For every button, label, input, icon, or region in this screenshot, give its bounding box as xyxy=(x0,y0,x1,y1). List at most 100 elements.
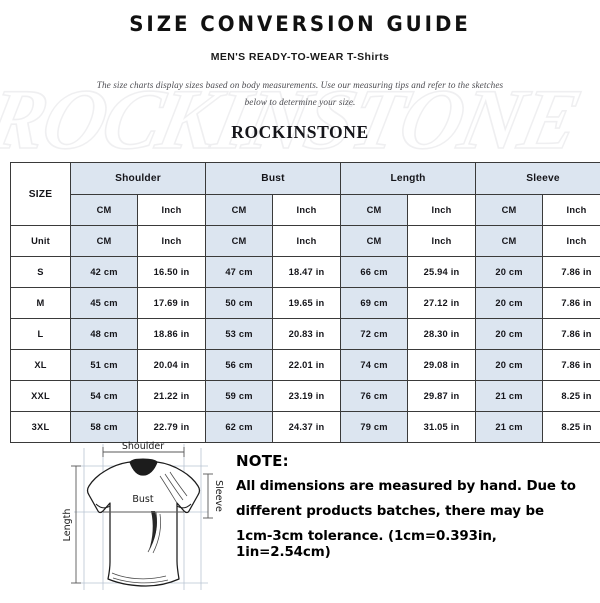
cell-value: 20.83 in xyxy=(273,319,341,350)
cell-value: 72 cm xyxy=(341,319,408,350)
cell-value: 22.79 in xyxy=(138,412,206,443)
unit-cell-bust-inch: Inch xyxy=(273,226,341,257)
cell-value: 79 cm xyxy=(341,412,408,443)
cell-value: 22.01 in xyxy=(273,350,341,381)
tshirt-outline xyxy=(88,462,200,586)
note-block: NOTE: All dimensions are measured by han… xyxy=(236,452,592,570)
sleeve-measure-line xyxy=(203,474,213,518)
cell-value: 7.86 in xyxy=(543,257,600,288)
note-line: All dimensions are measured by hand. Due… xyxy=(236,479,592,495)
cell-value: 51 cm xyxy=(71,350,138,381)
cell-value: 20 cm xyxy=(476,350,543,381)
unit-header-bust-cm: CM xyxy=(206,195,273,226)
cell-size-3xl: 3XL xyxy=(11,412,71,443)
cell-value: 66 cm xyxy=(341,257,408,288)
table-group-header-row: SIZE Shoulder Bust Length Sleeve xyxy=(11,163,600,195)
cell-value: 28.30 in xyxy=(408,319,476,350)
cell-value: 47 cm xyxy=(206,257,273,288)
note-body: All dimensions are measured by hand. Due… xyxy=(236,479,592,561)
cell-value: 59 cm xyxy=(206,381,273,412)
cell-value: 27.12 in xyxy=(408,288,476,319)
diagram-label-bust: Bust xyxy=(132,494,153,505)
unit-cell-shoulder-inch: Inch xyxy=(138,226,206,257)
cell-value: 76 cm xyxy=(341,381,408,412)
cell-value: 54 cm xyxy=(71,381,138,412)
cell-value: 20 cm xyxy=(476,319,543,350)
cell-value: 17.69 in xyxy=(138,288,206,319)
table-unit-label-row: Unit CM Inch CM Inch CM Inch CM Inch xyxy=(11,226,600,257)
unit-cell-length-inch: Inch xyxy=(408,226,476,257)
unit-cell-length-cm: CM xyxy=(341,226,408,257)
column-group-bust: Bust xyxy=(206,163,341,195)
diagram-label-shoulder: Shoulder xyxy=(122,441,164,452)
unit-header-shoulder-cm: CM xyxy=(71,195,138,226)
cell-value: 29.87 in xyxy=(408,381,476,412)
cell-value: 31.05 in xyxy=(408,412,476,443)
cell-value: 8.25 in xyxy=(543,412,600,443)
page-title: SIZE CONVERSION GUIDE xyxy=(24,0,576,37)
note-line: 1cm-3cm tolerance. (1cm=0.393in, 1in=2.5… xyxy=(236,529,592,561)
cell-value: 21.22 in xyxy=(138,381,206,412)
cell-value: 7.86 in xyxy=(543,288,600,319)
unit-cell-sleeve-inch: Inch xyxy=(543,226,600,257)
cell-size-m: M xyxy=(11,288,71,319)
cell-size-xxl: XXL xyxy=(11,381,71,412)
cell-value: 8.25 in xyxy=(543,381,600,412)
unit-header-length-cm: CM xyxy=(341,195,408,226)
brand-name: ROCKINSTONE xyxy=(0,111,600,143)
cell-value: 45 cm xyxy=(71,288,138,319)
cell-value: 48 cm xyxy=(71,319,138,350)
cell-value: 24.37 in xyxy=(273,412,341,443)
note-line: different products batches, there may be xyxy=(236,504,592,520)
size-conversion-table: SIZE Shoulder Bust Length Sleeve CM Inch… xyxy=(10,162,600,443)
note-title: NOTE: xyxy=(236,452,592,470)
cell-size-s: S xyxy=(11,257,71,288)
table-head: SIZE Shoulder Bust Length Sleeve CM Inch… xyxy=(11,163,600,257)
cell-size-l: L xyxy=(11,319,71,350)
diagram-label-length: Length xyxy=(62,509,73,542)
unit-header-sleeve-inch: Inch xyxy=(543,195,600,226)
unit-header-bust-inch: Inch xyxy=(273,195,341,226)
cell-size-xl: XL xyxy=(11,350,71,381)
cell-value: 69 cm xyxy=(341,288,408,319)
cell-value: 21 cm xyxy=(476,381,543,412)
column-group-sleeve: Sleeve xyxy=(476,163,600,195)
bottom-section: Shoulder Length Sleeve xyxy=(0,440,600,600)
column-group-length: Length xyxy=(341,163,476,195)
unit-header-length-inch: Inch xyxy=(408,195,476,226)
unit-header-sleeve-cm: CM xyxy=(476,195,543,226)
cell-value: 19.65 in xyxy=(273,288,341,319)
unit-header-shoulder-inch: Inch xyxy=(138,195,206,226)
cell-value: 18.47 in xyxy=(273,257,341,288)
table-unit-header-row: CM Inch CM Inch CM Inch CM Inch xyxy=(11,195,600,226)
cell-value: 7.86 in xyxy=(543,350,600,381)
diagram-label-sleeve: Sleeve xyxy=(213,480,224,512)
unit-cell-sleeve-cm: CM xyxy=(476,226,543,257)
document-header: SIZE CONVERSION GUIDE MEN'S READY-TO-WEA… xyxy=(0,0,600,143)
column-group-shoulder: Shoulder xyxy=(71,163,206,195)
page-subtitle: MEN'S READY-TO-WEAR T-Shirts xyxy=(0,37,600,63)
cell-value: 50 cm xyxy=(206,288,273,319)
cell-value: 25.94 in xyxy=(408,257,476,288)
cell-value: 62 cm xyxy=(206,412,273,443)
cell-value: 7.86 in xyxy=(543,319,600,350)
cell-value: 58 cm xyxy=(71,412,138,443)
cell-value: 23.19 in xyxy=(273,381,341,412)
cell-value: 18.86 in xyxy=(138,319,206,350)
column-header-size: SIZE xyxy=(11,163,71,226)
tshirt-measurement-diagram: Shoulder Length Sleeve xyxy=(56,440,231,598)
cell-value: 56 cm xyxy=(206,350,273,381)
unit-cell-shoulder-cm: CM xyxy=(71,226,138,257)
cell-value: 20 cm xyxy=(476,288,543,319)
cell-value: 21 cm xyxy=(476,412,543,443)
cell-value: 42 cm xyxy=(71,257,138,288)
unit-cell-bust-cm: CM xyxy=(206,226,273,257)
cell-value: 53 cm xyxy=(206,319,273,350)
size-table-container: SIZE Shoulder Bust Length Sleeve CM Inch… xyxy=(10,162,590,443)
